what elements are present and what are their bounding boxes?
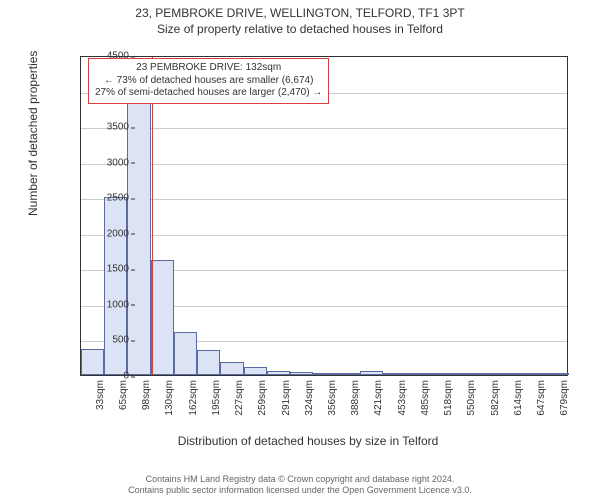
- footer-attribution: Contains HM Land Registry data © Crown c…: [0, 474, 600, 497]
- footer-line-1: Contains HM Land Registry data © Crown c…: [0, 474, 600, 485]
- histogram-bar: [360, 371, 383, 375]
- histogram-bar: [337, 373, 360, 375]
- x-tick-label: 388sqm: [350, 380, 361, 440]
- grid-line: [81, 199, 567, 200]
- annotation-box: 23 PEMBROKE DRIVE: 132sqm← 73% of detach…: [88, 58, 329, 104]
- property-marker-line: [152, 57, 153, 375]
- histogram-bar: [174, 332, 197, 375]
- histogram-bar: [197, 350, 220, 375]
- histogram-bar: [244, 367, 267, 375]
- x-tick-label: 162sqm: [188, 380, 199, 440]
- histogram-bar: [453, 373, 476, 375]
- y-tick-label: 3500: [89, 122, 129, 133]
- title-line-2: Size of property relative to detached ho…: [0, 22, 600, 38]
- annotation-line: 23 PEMBROKE DRIVE: 132sqm: [95, 62, 322, 75]
- x-tick-label: 130sqm: [164, 380, 175, 440]
- annotation-line: ← 73% of detached houses are smaller (6,…: [95, 75, 322, 88]
- histogram-bar: [523, 373, 546, 375]
- x-tick-label: 421sqm: [373, 380, 384, 440]
- x-tick-label: 356sqm: [327, 380, 338, 440]
- x-tick-label: 550sqm: [466, 380, 477, 440]
- histogram-bar: [313, 373, 336, 375]
- x-tick-label: 259sqm: [257, 380, 268, 440]
- y-tick-label: 2500: [89, 193, 129, 204]
- y-tick-label: 1000: [89, 299, 129, 310]
- histogram-bar: [104, 197, 127, 375]
- x-tick-label: 227sqm: [234, 380, 245, 440]
- histogram-bar: [290, 372, 313, 375]
- x-tick-label: 453sqm: [397, 380, 408, 440]
- y-axis-label: Number of detached properties: [26, 51, 40, 216]
- y-tick-label: 2000: [89, 228, 129, 239]
- x-tick-label: 65sqm: [118, 380, 129, 440]
- title-line-1: 23, PEMBROKE DRIVE, WELLINGTON, TELFORD,…: [0, 6, 600, 22]
- x-tick-label: 195sqm: [211, 380, 222, 440]
- histogram-bar: [383, 373, 406, 375]
- histogram-bar: [476, 373, 499, 375]
- x-tick-label: 647sqm: [536, 380, 547, 440]
- y-tick-label: 3000: [89, 157, 129, 168]
- grid-line: [81, 235, 567, 236]
- histogram-bar: [220, 362, 243, 375]
- grid-line: [81, 164, 567, 165]
- grid-line: [81, 128, 567, 129]
- plot-area: [80, 56, 568, 376]
- chart-title-block: 23, PEMBROKE DRIVE, WELLINGTON, TELFORD,…: [0, 0, 600, 37]
- histogram-bar: [151, 260, 174, 375]
- histogram-bar: [499, 373, 522, 375]
- x-tick-label: 291sqm: [281, 380, 292, 440]
- x-tick-label: 582sqm: [490, 380, 501, 440]
- x-tick-label: 98sqm: [141, 380, 152, 440]
- x-tick-label: 518sqm: [443, 380, 454, 440]
- x-tick-label: 614sqm: [513, 380, 524, 440]
- histogram-bar: [127, 78, 150, 375]
- x-tick-label: 679sqm: [559, 380, 570, 440]
- x-tick-label: 485sqm: [420, 380, 431, 440]
- histogram-bar: [406, 373, 429, 375]
- chart-container: Number of detached properties Distributi…: [38, 46, 578, 426]
- x-tick-label: 33sqm: [95, 380, 106, 440]
- y-tick-label: 500: [89, 335, 129, 346]
- histogram-bar: [267, 371, 290, 375]
- annotation-line: 27% of semi-detached houses are larger (…: [95, 87, 322, 100]
- x-tick-label: 324sqm: [304, 380, 315, 440]
- footer-line-2: Contains public sector information licen…: [0, 485, 600, 496]
- histogram-bar: [430, 373, 453, 375]
- histogram-bar: [546, 373, 569, 375]
- y-tick-label: 1500: [89, 264, 129, 275]
